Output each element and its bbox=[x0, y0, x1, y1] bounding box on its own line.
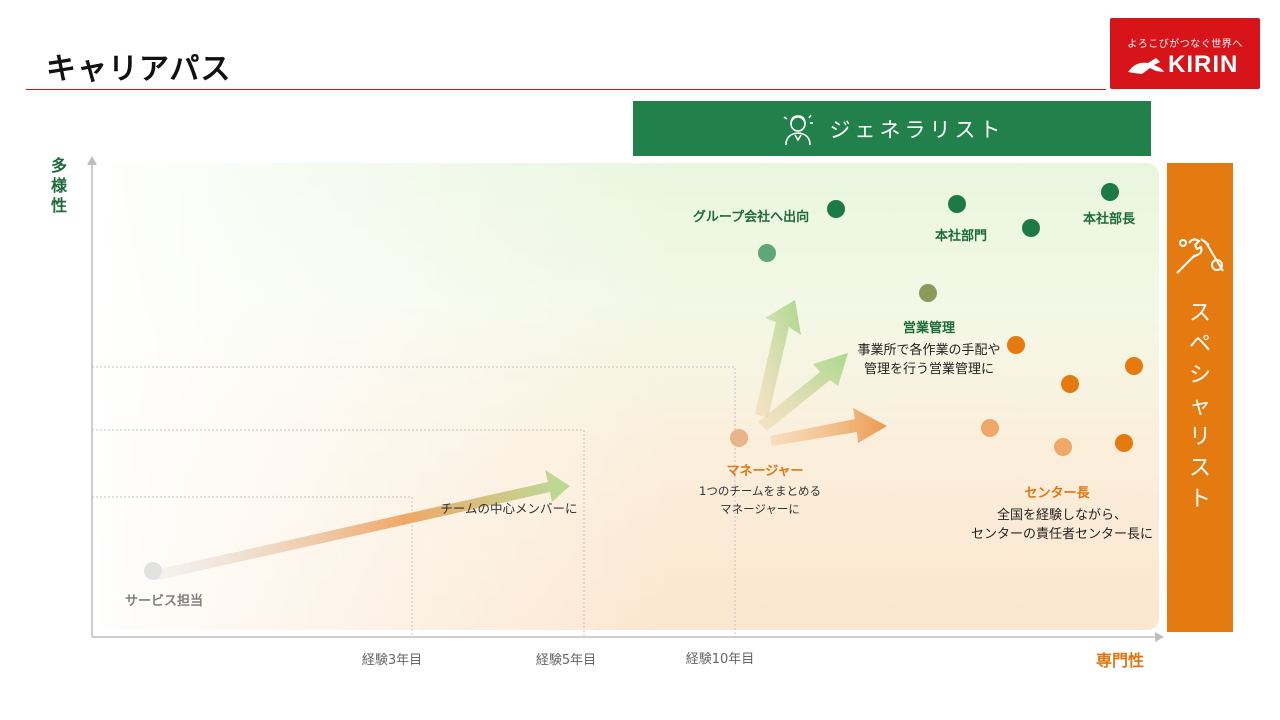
growth-arrow-center bbox=[770, 408, 887, 446]
kirin-emblem-icon bbox=[1128, 58, 1164, 74]
hq-head-label: 本社部長 bbox=[1082, 212, 1136, 227]
growth-arrow-group bbox=[755, 300, 801, 418]
logo-tagline: よろこびがつなぐ世界へ bbox=[1127, 39, 1243, 50]
x-tick-5y: 経験5年目 bbox=[535, 653, 597, 668]
x-tick-10y: 経験10年目 bbox=[685, 652, 755, 667]
growth-arrow-main bbox=[155, 470, 570, 580]
tools-icon bbox=[1176, 238, 1224, 274]
node-hq-dept-2 bbox=[1022, 219, 1040, 237]
node-hq-dept-1 bbox=[948, 195, 966, 213]
core-member-label: チームの中心メンバーに bbox=[440, 501, 578, 516]
manager-desc-2: マネージャーに bbox=[720, 502, 800, 516]
experience-box-10y bbox=[91, 366, 736, 638]
specialist-label: スペシャリスト bbox=[1188, 301, 1211, 512]
center-head-title: センター長 bbox=[1024, 486, 1090, 501]
x-axis-label: 専門性 bbox=[1096, 651, 1145, 670]
growth-arrow-sales bbox=[758, 353, 848, 431]
node-manager bbox=[730, 429, 748, 447]
x-axis-arrowhead bbox=[1155, 632, 1164, 642]
sales-mgmt-title: 営業管理 bbox=[902, 321, 956, 336]
node-center-3 bbox=[1125, 357, 1143, 375]
sales-mgmt-desc-2: 管理を行う営業管理に bbox=[863, 362, 995, 377]
experience-box-3y bbox=[91, 496, 413, 638]
node-center-1 bbox=[1007, 336, 1025, 354]
y-axis-label: 多様性 bbox=[50, 156, 67, 215]
node-hq-head bbox=[1101, 183, 1119, 201]
node-sales-mgmt bbox=[919, 284, 937, 302]
person-icon bbox=[783, 114, 813, 145]
logo-brand: KIRIN bbox=[1168, 51, 1239, 78]
hq-dept-label: 本社部門 bbox=[934, 229, 988, 244]
x-tick-3y: 経験3年目 bbox=[361, 653, 423, 668]
manager-desc-1: 1つのチームをまとめる bbox=[699, 484, 821, 498]
node-service bbox=[144, 562, 162, 580]
node-center-2 bbox=[1061, 375, 1079, 393]
center-head-desc-2: センターの責任者センター長に bbox=[970, 527, 1154, 542]
title-divider bbox=[26, 89, 1106, 90]
generalist-label: ジェネラリスト bbox=[829, 117, 1005, 142]
center-head-desc-1: 全国を経験しながら、 bbox=[996, 508, 1128, 523]
page-title: キャリアパス bbox=[46, 52, 232, 87]
group-company-label: グループ会社へ出向 bbox=[692, 210, 810, 225]
service-label: サービス担当 bbox=[124, 594, 204, 609]
node-group-company-1 bbox=[758, 244, 776, 262]
specialist-band: スペシャリスト bbox=[1167, 163, 1233, 632]
node-group-company-2 bbox=[827, 200, 845, 218]
sales-mgmt-desc-1: 事業所で各作業の手配や bbox=[857, 343, 1001, 358]
node-center-4 bbox=[981, 419, 999, 437]
y-axis-arrowhead bbox=[87, 156, 97, 165]
manager-title: マネージャー bbox=[726, 464, 804, 479]
kirin-logo: よろこびがつなぐ世界へ KIRIN bbox=[1110, 18, 1260, 89]
node-center-5 bbox=[1054, 438, 1072, 456]
node-center-6 bbox=[1115, 434, 1133, 452]
generalist-band: ジェネラリスト bbox=[633, 101, 1151, 156]
